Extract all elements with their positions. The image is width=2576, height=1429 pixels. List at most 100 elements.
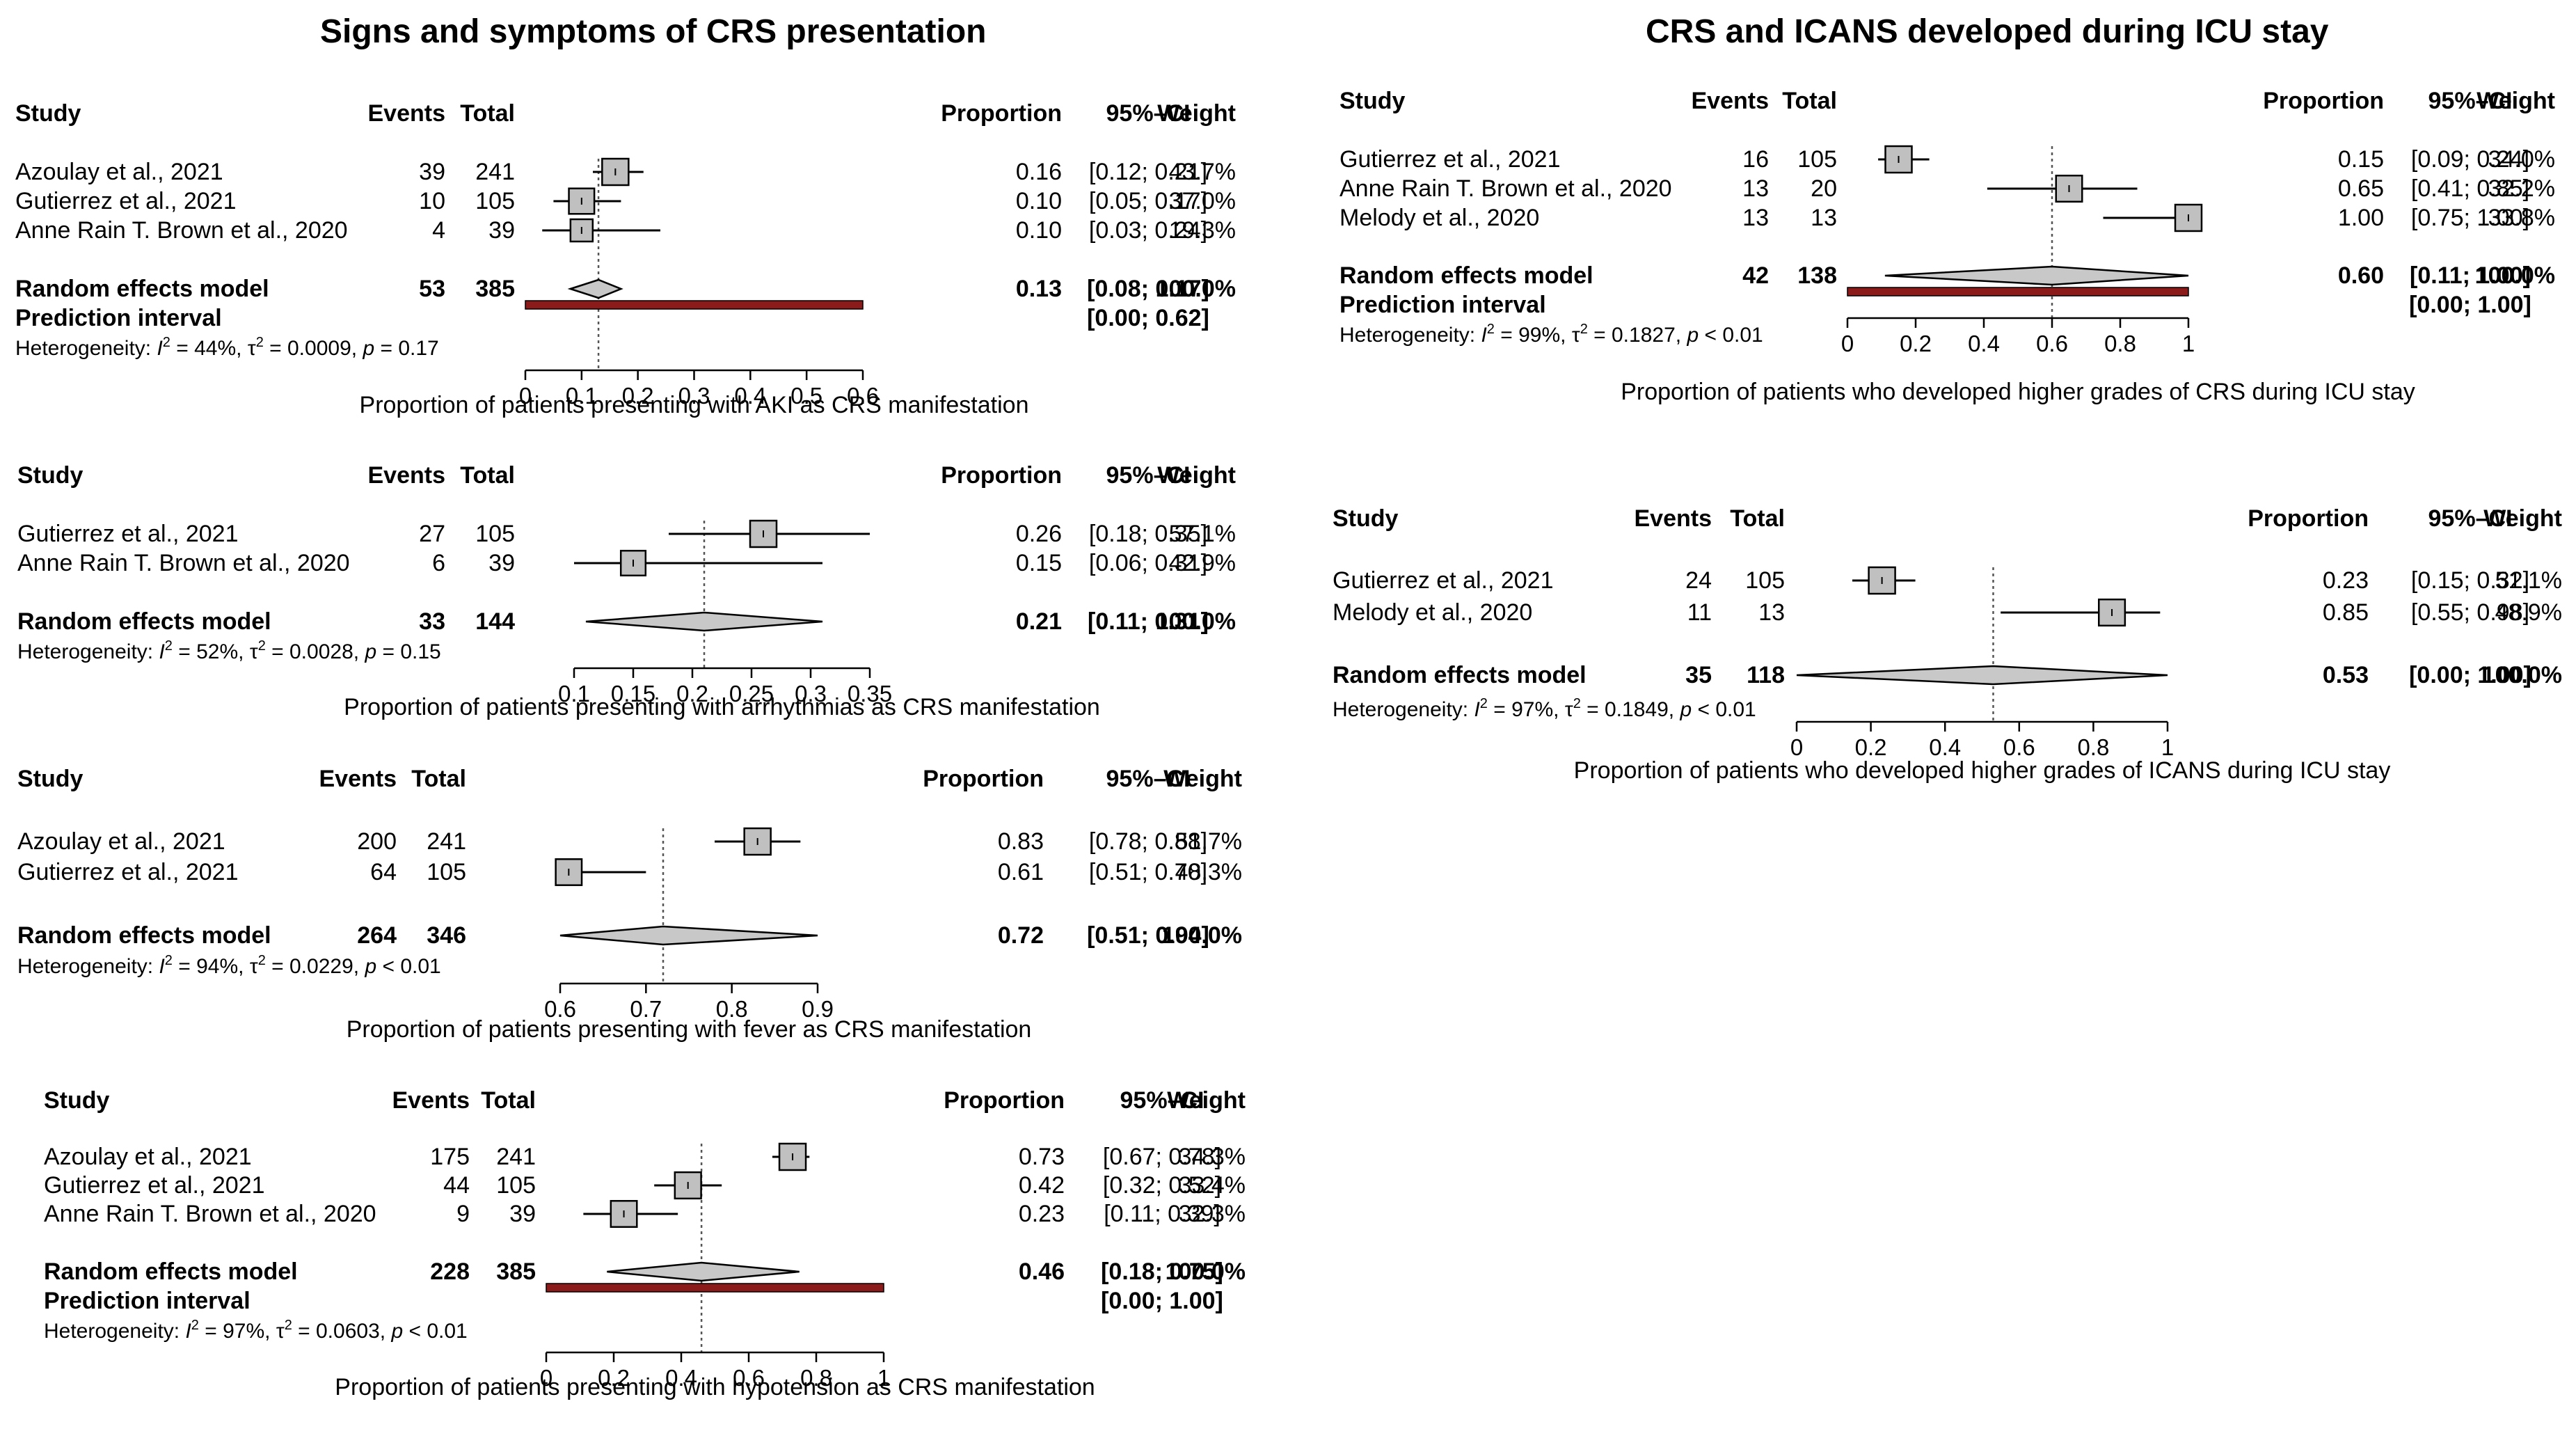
x-tick-label: 0.4	[734, 383, 766, 409]
prediction-interval-label: Prediction interval	[15, 305, 222, 331]
study-proportion: 0.10	[1016, 217, 1062, 244]
study-events: 11	[1687, 599, 1712, 626]
study-ci: [0.18; 0.35]	[1089, 521, 1207, 547]
random-events: 53	[419, 276, 445, 302]
x-tick-label: 0	[1841, 331, 1854, 356]
prediction-interval-ci: [0.00; 1.00]	[2409, 292, 2531, 318]
heterogeneity-text: Heterogeneity: I2 = 52%, τ2 = 0.0028, p …	[17, 638, 441, 663]
header-study: Study	[1333, 505, 1399, 532]
random-effects-label: Random effects model	[1339, 262, 1593, 289]
x-tick-label: 0	[540, 1365, 552, 1391]
x-tick-label: 0.3	[795, 681, 827, 706]
header-proportion: Proportion	[944, 1087, 1065, 1114]
study-name: Azoulay et al., 2021	[44, 1144, 252, 1170]
study-ci: [0.06; 0.31]	[1089, 550, 1207, 576]
x-tick-label: 1	[2182, 331, 2195, 356]
x-tick-label: 0.8	[716, 996, 748, 1022]
study-ci: [0.51; 0.70]	[1089, 859, 1207, 885]
x-tick-label: 1	[877, 1365, 890, 1391]
random-weight: 100.0%	[1156, 276, 1236, 302]
heterogeneity-text: Heterogeneity: I2 = 94%, τ2 = 0.0229, p …	[17, 953, 441, 978]
header-weight: Weight	[1163, 766, 1242, 792]
random-ci: [0.11; 1.00]	[2410, 262, 2531, 289]
header-events: Events	[1692, 88, 1770, 114]
random-weight: 100.0%	[1156, 608, 1236, 635]
study-total: 105	[475, 521, 515, 547]
study-events: 44	[443, 1172, 470, 1199]
header-total: Total	[1730, 505, 1785, 532]
x-tick-label: 0.1	[558, 681, 590, 706]
study-ci: [0.75; 1.00]	[2411, 205, 2529, 231]
random-effects-label: Random effects model	[17, 608, 271, 635]
right-panel-title: CRS and ICANS developed during ICU stay	[1646, 13, 2329, 50]
study-name: Anne Rain T. Brown et al., 2020	[15, 217, 348, 244]
study-weight: 34.3%	[1179, 1144, 1246, 1170]
study-events: 6	[432, 550, 445, 576]
x-tick-label: 0.1	[566, 383, 598, 409]
study-ci: [0.55; 0.98]	[2411, 599, 2529, 626]
header-events: Events	[392, 1087, 470, 1114]
study-ci: [0.78; 0.88]	[1089, 828, 1207, 855]
study-events: 200	[357, 828, 397, 855]
x-tick-label: 0.35	[848, 681, 892, 706]
study-weight: 43.7%	[1169, 159, 1236, 185]
x-tick-label: 0.6	[847, 383, 879, 409]
study-weight: 42.9%	[1169, 550, 1236, 576]
study-proportion: 0.73	[1019, 1144, 1065, 1170]
study-events: 9	[456, 1201, 470, 1227]
x-tick-label: 0.6	[2036, 331, 2068, 356]
study-weight: 19.3%	[1169, 217, 1236, 244]
prediction-interval-ci: [0.00; 1.00]	[1101, 1288, 1223, 1314]
study-proportion: 0.16	[1016, 159, 1062, 185]
header-weight: Weight	[1157, 462, 1236, 489]
study-name: Anne Rain T. Brown et al., 2020	[17, 550, 350, 576]
header-study: Study	[44, 1087, 110, 1114]
random-effects-diamond	[607, 1261, 800, 1282]
study-proportion: 0.65	[2338, 175, 2384, 202]
heterogeneity-text: Heterogeneity: I2 = 99%, τ2 = 0.1827, p …	[1339, 322, 1763, 347]
random-effects-diamond	[1796, 665, 2168, 686]
study-ci: [0.11; 0.39]	[1104, 1201, 1221, 1227]
random-total: 385	[496, 1258, 536, 1285]
random-effects-label: Random effects model	[44, 1258, 298, 1285]
study-name: Gutierrez et al., 2021	[44, 1172, 265, 1199]
header-events: Events	[1635, 505, 1712, 532]
study-ci: [0.15; 0.32]	[2411, 567, 2529, 594]
study-weight: 32.3%	[1179, 1201, 1246, 1227]
study-events: 175	[430, 1144, 470, 1170]
study-ci: [0.67; 0.78]	[1103, 1144, 1221, 1170]
random-weight: 100.0%	[2482, 662, 2562, 688]
study-name: Gutierrez et al., 2021	[17, 521, 239, 547]
prediction-interval-bar	[1847, 287, 2189, 297]
prediction-interval-bar	[525, 300, 864, 310]
header-study: Study	[1339, 88, 1406, 114]
study-proportion: 0.85	[2323, 599, 2369, 626]
header-proportion: Proportion	[2248, 505, 2369, 532]
study-proportion: 0.23	[2323, 567, 2369, 594]
header-study: Study	[17, 462, 84, 489]
study-events: 39	[419, 159, 445, 185]
x-tick-label: 0.4	[665, 1365, 697, 1391]
header-proportion: Proportion	[923, 766, 1044, 792]
header-events: Events	[368, 462, 446, 489]
x-tick-label: 0.6	[544, 996, 576, 1022]
x-axis-label: Proportion of patients presenting with A…	[360, 392, 1029, 418]
study-total: 105	[1745, 567, 1785, 594]
study-proportion: 0.10	[1016, 188, 1062, 214]
random-weight: 100.0%	[1162, 922, 1242, 949]
study-weight-box	[674, 1171, 702, 1200]
study-ci: [0.03; 0.24]	[1089, 217, 1207, 244]
random-total: 138	[1797, 262, 1837, 289]
x-axis-label: Proportion of patients presenting with f…	[347, 1016, 1032, 1043]
random-proportion: 0.60	[2338, 262, 2384, 289]
header-total: Total	[460, 462, 515, 489]
study-total: 13	[1811, 205, 1837, 231]
header-weight: Weight	[2483, 505, 2562, 532]
random-ci: [0.00; 1.00]	[2409, 662, 2531, 688]
study-proportion: 0.23	[1019, 1201, 1065, 1227]
random-effects-diamond	[585, 611, 823, 632]
